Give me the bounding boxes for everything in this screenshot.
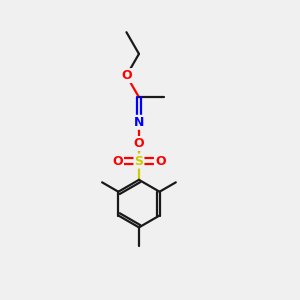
Text: O: O (134, 137, 144, 150)
Text: S: S (134, 154, 143, 168)
Text: N: N (134, 116, 144, 129)
Text: O: O (121, 69, 132, 82)
Text: O: O (112, 154, 123, 168)
Text: O: O (155, 154, 166, 168)
